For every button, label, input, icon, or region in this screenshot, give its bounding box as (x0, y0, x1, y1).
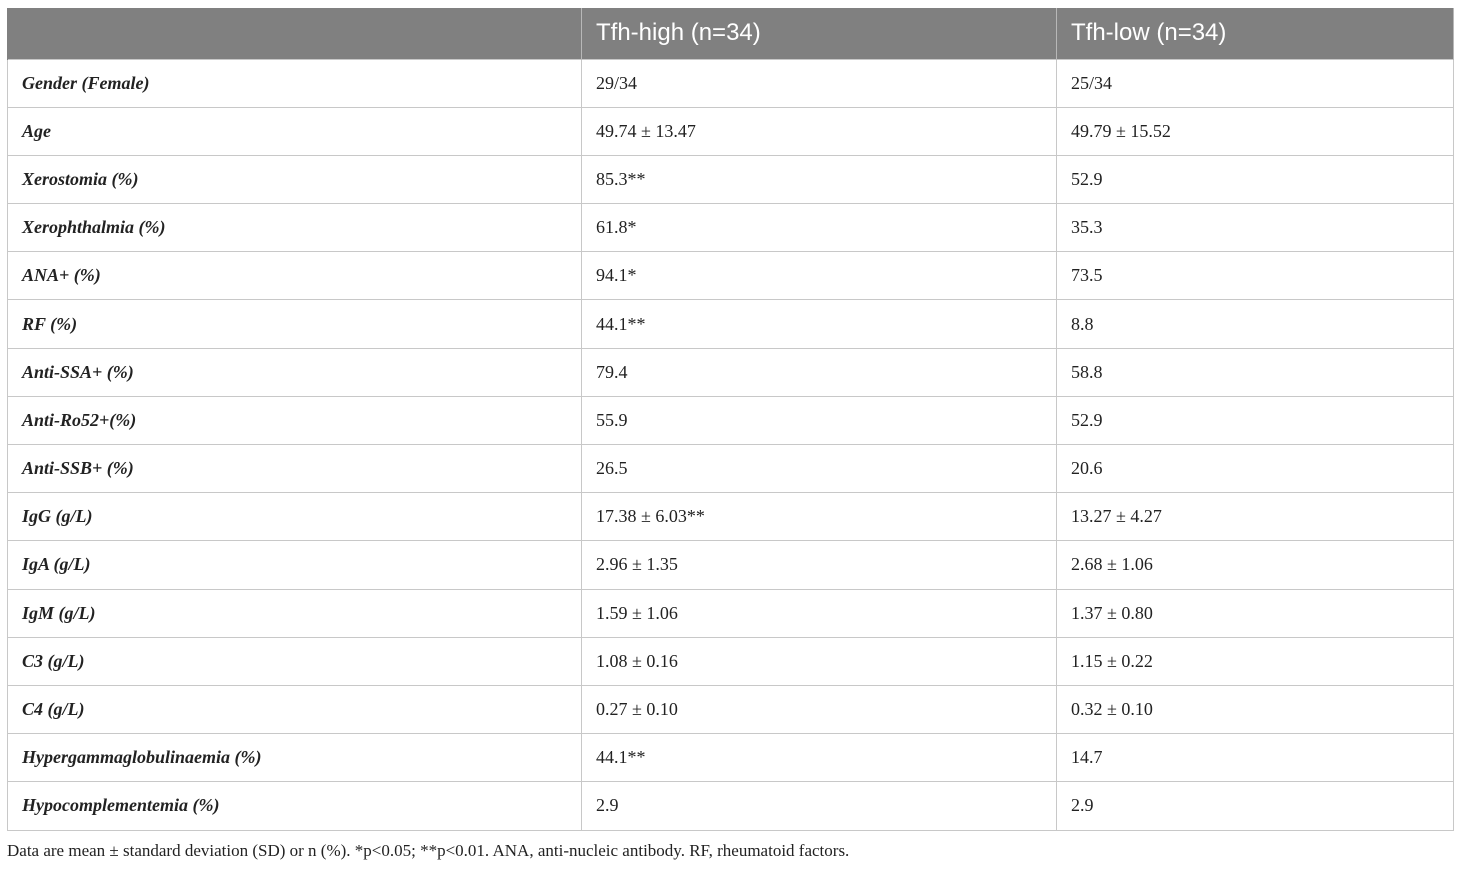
tfh-high-value: 26.5 (581, 443, 1057, 494)
clinical-characteristics-table-container: Tfh-high (n=34) Tfh-low (n=34) Gender (F… (7, 8, 1454, 831)
tfh-high-value: 2.96 ± 1.35 (581, 540, 1057, 590)
table-row: ANA+ (%) 94.1* 73.5 (7, 251, 1454, 301)
tfh-low-value: 0.32 ± 0.10 (1056, 684, 1454, 735)
row-label: ANA+ (%) (7, 251, 582, 301)
tfh-high-value: 49.74 ± 13.47 (581, 106, 1057, 156)
tfh-high-value: 61.8* (581, 203, 1057, 253)
row-label: IgM (g/L) (7, 588, 582, 638)
row-label: Anti-SSA+ (%) (7, 347, 582, 397)
tfh-low-value: 8.8 (1056, 299, 1454, 349)
table-header: Tfh-high (n=34) Tfh-low (n=34) (7, 8, 1454, 59)
header-cell-characteristic (7, 8, 582, 59)
row-label: C4 (g/L) (7, 684, 582, 735)
table-row: Hypocomplementemia (%) 2.9 2.9 (7, 781, 1454, 831)
table-row: Hypergammaglobulinaemia (%) 44.1** 14.7 (7, 733, 1454, 783)
table-row: Anti-Ro52+(%) 55.9 52.9 (7, 395, 1454, 446)
tfh-high-value: 94.1* (581, 251, 1057, 301)
table-row: RF (%) 44.1** 8.8 (7, 299, 1454, 349)
tfh-high-value: 17.38 ± 6.03** (581, 492, 1057, 542)
row-label: Anti-Ro52+(%) (7, 395, 582, 446)
tfh-high-value: 85.3** (581, 154, 1057, 205)
tfh-low-value: 20.6 (1056, 443, 1454, 494)
header-cell-tfh-high: Tfh-high (n=34) (581, 8, 1057, 59)
row-label: C3 (g/L) (7, 636, 582, 686)
tfh-low-value: 25/34 (1056, 58, 1454, 108)
row-label: Xerophthalmia (%) (7, 203, 582, 253)
table-row: IgG (g/L) 17.38 ± 6.03** 13.27 ± 4.27 (7, 492, 1454, 542)
table-row: C4 (g/L) 0.27 ± 0.10 0.32 ± 0.10 (7, 684, 1454, 735)
clinical-characteristics-table: Tfh-high (n=34) Tfh-low (n=34) Gender (F… (7, 8, 1454, 831)
tfh-low-value: 73.5 (1056, 251, 1454, 301)
row-label: Age (7, 106, 582, 156)
row-label: Xerostomia (%) (7, 154, 582, 205)
tfh-low-value: 1.15 ± 0.22 (1056, 636, 1454, 686)
header-row: Tfh-high (n=34) Tfh-low (n=34) (7, 8, 1454, 59)
tfh-low-value: 14.7 (1056, 733, 1454, 783)
table-footnote: Data are mean ± standard deviation (SD) … (7, 841, 850, 860)
table-row: IgM (g/L) 1.59 ± 1.06 1.37 ± 0.80 (7, 588, 1454, 638)
row-label: Anti-SSB+ (%) (7, 443, 582, 494)
tfh-high-value: 29/34 (581, 58, 1057, 108)
tfh-low-value: 2.9 (1056, 781, 1454, 831)
tfh-low-value: 2.68 ± 1.06 (1056, 540, 1454, 590)
header-cell-tfh-low: Tfh-low (n=34) (1056, 8, 1454, 59)
table-row: Anti-SSB+ (%) 26.5 20.6 (7, 443, 1454, 494)
table-body: Gender (Female) 29/34 25/34 Age 49.74 ± … (7, 58, 1454, 831)
tfh-low-value: 52.9 (1056, 154, 1454, 205)
row-label: Hypergammaglobulinaemia (%) (7, 733, 582, 783)
tfh-low-value: 1.37 ± 0.80 (1056, 588, 1454, 638)
row-label: IgA (g/L) (7, 540, 582, 590)
table-row: Xerostomia (%) 85.3** 52.9 (7, 154, 1454, 205)
tfh-high-value: 44.1** (581, 733, 1057, 783)
row-label: IgG (g/L) (7, 492, 582, 542)
tfh-high-value: 55.9 (581, 395, 1057, 446)
tfh-high-value: 1.08 ± 0.16 (581, 636, 1057, 686)
table-row: IgA (g/L) 2.96 ± 1.35 2.68 ± 1.06 (7, 540, 1454, 590)
tfh-high-value: 79.4 (581, 347, 1057, 397)
row-label: RF (%) (7, 299, 582, 349)
tfh-low-value: 49.79 ± 15.52 (1056, 106, 1454, 156)
table-row: Xerophthalmia (%) 61.8* 35.3 (7, 203, 1454, 253)
tfh-low-value: 13.27 ± 4.27 (1056, 492, 1454, 542)
tfh-low-value: 35.3 (1056, 203, 1454, 253)
table-row: Gender (Female) 29/34 25/34 (7, 58, 1454, 108)
tfh-high-value: 1.59 ± 1.06 (581, 588, 1057, 638)
row-label: Hypocomplementemia (%) (7, 781, 582, 831)
table-row: Age 49.74 ± 13.47 49.79 ± 15.52 (7, 106, 1454, 156)
row-label: Gender (Female) (7, 58, 582, 108)
tfh-low-value: 58.8 (1056, 347, 1454, 397)
tfh-high-value: 2.9 (581, 781, 1057, 831)
tfh-high-value: 44.1** (581, 299, 1057, 349)
tfh-low-value: 52.9 (1056, 395, 1454, 446)
table-row: Anti-SSA+ (%) 79.4 58.8 (7, 347, 1454, 397)
table-row: C3 (g/L) 1.08 ± 0.16 1.15 ± 0.22 (7, 636, 1454, 686)
tfh-high-value: 0.27 ± 0.10 (581, 684, 1057, 735)
